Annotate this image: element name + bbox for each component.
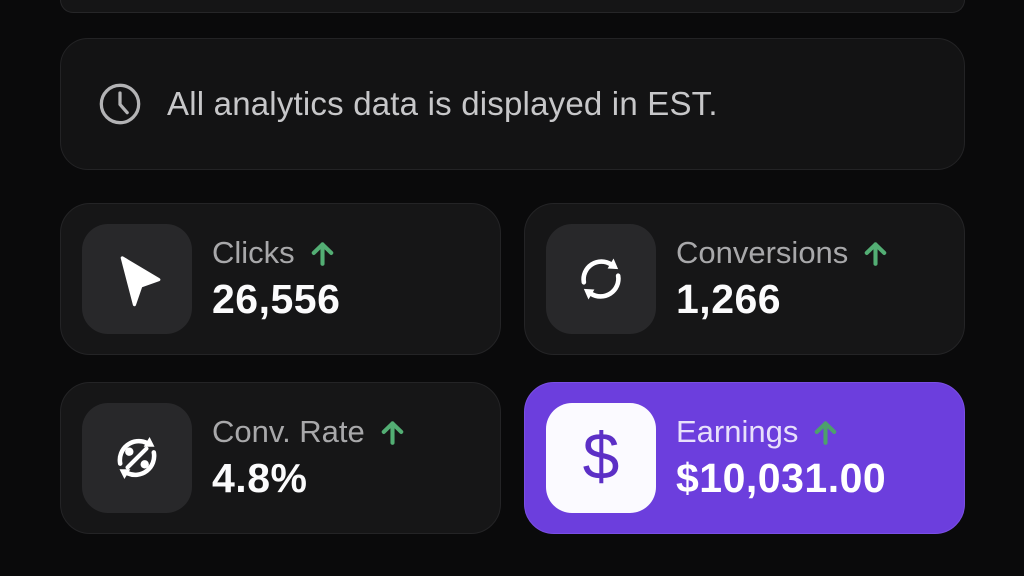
stat-card-conversions[interactable]: Conversions 1,266 <box>524 203 965 355</box>
stat-value: $10,031.00 <box>676 455 887 501</box>
timezone-notice: All analytics data is displayed in EST. <box>60 38 965 170</box>
stat-label: Earnings <box>676 414 799 449</box>
stat-card-earnings[interactable]: $ Earnings $10,031.00 <box>524 382 965 534</box>
trend-up-icon <box>381 420 404 445</box>
dollar-icon: $ <box>546 403 656 513</box>
stat-card-conv-rate[interactable]: Conv. Rate 4.8% <box>60 382 501 534</box>
trend-up-icon <box>311 241 333 266</box>
percent-sync-icon <box>82 403 192 513</box>
stats-grid: Clicks 26,556 <box>60 203 965 534</box>
sync-icon <box>546 224 656 334</box>
notice-text: All analytics data is displayed in EST. <box>167 85 718 122</box>
stat-value: 26,556 <box>212 276 341 322</box>
analytics-panel: All analytics data is displayed in EST. … <box>60 0 965 534</box>
stat-value: 1,266 <box>676 276 782 322</box>
previous-card-bottom-edge <box>60 0 965 13</box>
stat-value: 4.8% <box>212 455 308 501</box>
stat-label: Clicks <box>212 235 295 270</box>
trend-up-icon <box>815 420 837 445</box>
stat-label: Conv. Rate <box>212 414 365 449</box>
stat-card-clicks[interactable]: Clicks 26,556 <box>60 203 501 355</box>
cursor-icon <box>82 224 192 334</box>
stat-label: Conversions <box>676 235 849 270</box>
clock-icon <box>97 81 143 127</box>
trend-up-icon <box>865 241 887 266</box>
